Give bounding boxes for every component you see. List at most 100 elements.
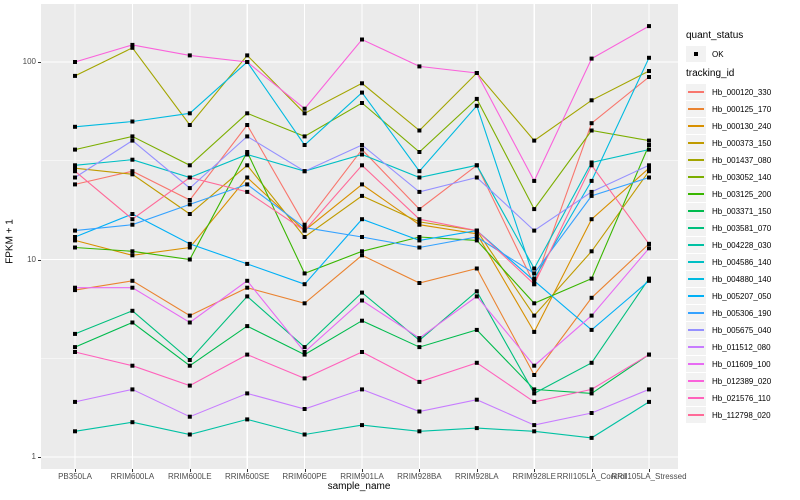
legend-item-Hb_004228_030: Hb_004228_030 [686,237,798,253]
point-marker [589,121,594,126]
point-marker [417,217,422,222]
point-marker [589,387,594,392]
legend-item-Hb_003052_140: Hb_003052_140 [686,169,798,185]
point-marker [589,98,594,103]
point-marker [245,285,250,290]
point-marker [532,399,537,404]
point-marker [245,150,250,154]
plot-canvas [41,4,678,469]
point-marker [360,249,364,254]
point-marker [302,350,307,354]
legend-label: Hb_021576_110 [712,393,771,403]
point-marker [474,294,479,299]
point-marker [474,397,479,402]
point-marker [245,53,250,58]
point-marker [302,235,307,239]
point-marker [532,266,537,271]
y-tick-label: 10 [27,254,36,264]
legend-key-swatch [686,322,706,338]
point-marker [589,391,594,396]
point-marker [245,294,250,299]
point-marker [647,75,651,79]
x-tick-mark [476,469,478,472]
y-tick-mark [38,259,41,261]
point-marker [474,238,479,243]
point-marker [73,350,77,354]
point-marker [647,169,651,174]
point-marker [474,228,479,233]
legend-line-icon [688,210,704,212]
point-marker [474,327,479,332]
legend-label: Hb_003052_140 [712,172,772,182]
legend-line-icon [688,312,704,314]
point-marker [474,175,479,180]
point-marker [589,217,594,222]
point-marker [589,189,594,194]
legend-label: Hb_003125_200 [712,189,772,199]
point-marker [73,73,77,78]
point-marker [187,175,192,180]
point-marker [417,64,422,69]
legend-title-tracking-id: tracking_id [686,68,735,79]
legend-label: Hb_005207_050 [712,291,772,301]
point-marker [187,383,192,388]
legend-label: Hb_001437_080 [712,155,772,165]
point-marker [302,282,307,287]
point-marker [360,217,364,222]
legend-item-Hb_012389_020: Hb_012389_020 [686,373,798,389]
point-marker [417,150,422,154]
legend-item-Hb_000120_330: Hb_000120_330 [686,84,798,100]
y-tick-mark [38,457,41,458]
legend-line-icon [688,125,704,127]
point-marker [360,387,364,392]
point-marker [187,414,192,419]
legend-key-swatch [686,373,706,389]
point-marker [360,101,364,105]
point-marker [302,301,307,306]
point-marker [532,373,537,377]
point-marker [245,352,250,357]
point-marker [647,387,651,392]
point-marker [532,276,537,281]
point-marker [589,193,594,198]
point-marker [589,360,594,365]
point-marker [360,90,364,95]
point-marker [130,320,135,325]
legend-item-Hb_001437_080: Hb_001437_080 [686,152,798,168]
point-marker [187,163,192,168]
point-marker [647,24,651,29]
point-marker [532,387,537,392]
legend-line-icon [688,142,704,144]
point-marker [73,345,77,350]
point-marker [73,399,77,404]
point-marker [302,407,307,411]
point-marker [589,56,594,61]
point-marker [417,189,422,194]
legend-item-Hb_000373_150: Hb_000373_150 [686,135,798,151]
legend-line-icon [688,244,704,246]
point-marker [474,360,479,365]
point-marker [302,225,307,230]
point-marker [647,399,651,404]
point-marker [245,261,250,266]
legend-label: Hb_003581_070 [712,223,772,233]
point-marker [360,182,364,187]
x-tick-label: RRIM928BA [397,472,442,481]
point-marker [360,423,364,428]
point-marker [647,143,651,147]
point-marker [73,238,77,243]
point-marker [130,217,135,222]
point-marker [647,241,651,246]
legend-key-swatch [686,203,706,219]
legend-item-Hb_005675_040: Hb_005675_040 [686,322,798,338]
point-marker [474,163,479,168]
point-marker [73,245,77,250]
point-marker [245,189,250,194]
point-marker [187,123,192,127]
point-marker [130,285,135,290]
point-marker [647,138,651,143]
point-marker [302,106,307,111]
point-marker [245,163,250,168]
legend-item-Hb_005306_190: Hb_005306_190 [686,305,798,321]
point-marker [417,245,422,250]
